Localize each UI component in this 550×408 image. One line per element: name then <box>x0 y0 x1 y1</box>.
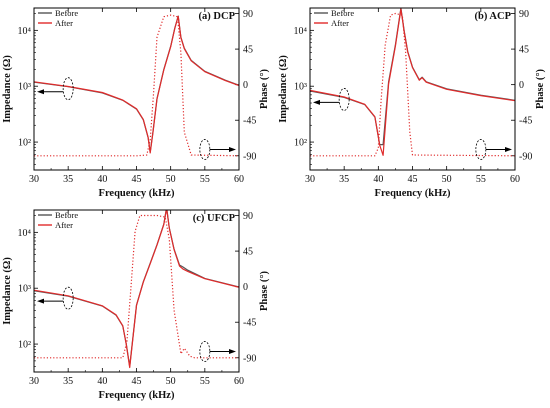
x-tick-label: 45 <box>132 174 142 185</box>
x-tick-label: 40 <box>97 174 107 185</box>
panel-title: (a) DCP <box>199 11 236 22</box>
x-axis-label: Frequency (kHz) <box>99 390 175 401</box>
legend-label-before: Before <box>55 8 78 18</box>
y-right-tick-label: -45 <box>519 116 532 127</box>
plot-frame <box>309 7 516 171</box>
y-right-tick-label: 90 <box>519 9 529 20</box>
series-line-after-phase <box>310 12 515 157</box>
y-right-tick-label: 0 <box>519 80 524 91</box>
x-tick-label: 35 <box>63 174 73 185</box>
legend-label-after: After <box>331 18 349 28</box>
y-right-axis-label: Phase (°) <box>535 68 546 109</box>
legend-label-before: Before <box>55 210 78 220</box>
x-tick-label: 30 <box>29 174 39 185</box>
y-left-axis-label: Impedance (Ω) <box>2 257 13 325</box>
y-left-tick-label: 10² <box>294 138 307 149</box>
annotation-arrowhead-left <box>37 298 44 304</box>
annotation-ellipse-left <box>338 88 350 111</box>
x-tick-label: 30 <box>305 174 315 185</box>
annotation-ellipse-right <box>199 139 211 160</box>
x-tick-label: 50 <box>442 174 452 185</box>
annotation-ellipse-left <box>62 286 74 310</box>
x-axis-label: Frequency (kHz) <box>375 188 451 199</box>
annotation-arrowhead-left <box>37 89 44 95</box>
plot-frame <box>33 209 240 373</box>
annotation-arrowhead-left <box>313 99 320 105</box>
x-tick-label: 55 <box>200 376 210 387</box>
annotation-ellipse-right <box>475 139 487 160</box>
y-right-tick-label: 45 <box>243 45 253 56</box>
annotation-arrowhead-right <box>229 146 236 152</box>
x-tick-label: 35 <box>339 174 349 185</box>
legend-label-after: After <box>55 220 73 230</box>
y-right-tick-label: -45 <box>243 318 256 329</box>
x-tick-label: 55 <box>476 174 486 185</box>
annotation-ellipse-right <box>199 341 211 362</box>
panel-title: (b) ACP <box>475 11 512 22</box>
y-left-axis-label: Impedance (Ω) <box>2 55 13 123</box>
series-line-after-impedance <box>34 210 239 369</box>
y-right-tick-label: 0 <box>243 80 248 91</box>
x-tick-label: 60 <box>510 174 520 185</box>
y-right-tick-label: 90 <box>243 211 253 222</box>
series-line-before-impedance <box>310 8 515 146</box>
y-right-tick-label: 45 <box>243 247 253 258</box>
annotation-ellipse-left <box>62 77 74 101</box>
x-tick-label: 35 <box>63 376 73 387</box>
y-left-tick-label: 10³ <box>18 284 31 295</box>
x-tick-label: 50 <box>166 174 176 185</box>
y-right-axis-label: Phase (°) <box>259 68 270 109</box>
y-right-tick-label: -90 <box>243 353 256 364</box>
x-tick-label: 60 <box>234 174 244 185</box>
y-right-tick-label: 0 <box>243 282 248 293</box>
series-line-after-impedance <box>34 15 239 154</box>
x-tick-label: 55 <box>200 174 210 185</box>
x-tick-label: 45 <box>132 376 142 387</box>
annotation-arrowhead-right <box>229 348 236 354</box>
annotation-arrowhead-right <box>505 146 512 152</box>
chart-panel-2: 30 35 40 45 50 55 60 10² 10³ 10⁴ 90 45 0 -45 -90 (b) AC… <box>278 7 546 199</box>
y-left-tick-label: 10² <box>18 138 31 149</box>
series-line-after-phase <box>34 14 239 157</box>
series-line-before-impedance <box>34 15 239 153</box>
x-tick-label: 45 <box>408 174 418 185</box>
series-line-before-impedance <box>34 210 239 367</box>
x-axis-label: Frequency (kHz) <box>99 188 175 199</box>
y-left-tick-label: 10⁴ <box>294 26 308 37</box>
y-left-tick-label: 10² <box>18 340 31 351</box>
y-left-tick-label: 10⁴ <box>18 26 32 37</box>
chart-panel-3: 30 35 40 45 50 55 60 10² 10³ 10⁴ 90 45 0 -45 -90 (c) UF… <box>2 209 270 401</box>
y-left-tick-label: 10³ <box>294 82 307 93</box>
x-tick-label: 60 <box>234 376 244 387</box>
x-tick-label: 40 <box>373 174 383 185</box>
y-left-axis-label: Impedance (Ω) <box>278 55 289 123</box>
legend-label-before: Before <box>331 8 354 18</box>
y-right-tick-label: 90 <box>243 9 253 20</box>
y-right-tick-label: 45 <box>519 45 529 56</box>
plot-frame <box>33 7 240 171</box>
y-right-tick-label: -90 <box>243 151 256 162</box>
x-tick-label: 30 <box>29 376 39 387</box>
chart-panel-1: 30 35 40 45 50 55 60 10² 10³ 10⁴ 90 45 0 -45 -90 (a) DC… <box>2 7 270 199</box>
y-right-tick-label: -90 <box>519 151 532 162</box>
series-line-after-impedance <box>310 8 515 156</box>
x-tick-label: 40 <box>97 376 107 387</box>
y-left-tick-label: 10³ <box>18 82 31 93</box>
panel-title: (c) UFCP <box>193 213 236 224</box>
y-right-tick-label: -45 <box>243 116 256 127</box>
y-right-axis-label: Phase (°) <box>259 270 270 311</box>
legend-label-after: After <box>55 18 73 28</box>
x-tick-label: 50 <box>166 376 176 387</box>
series-line-after-phase <box>34 214 239 359</box>
y-left-tick-label: 10⁴ <box>18 228 32 239</box>
